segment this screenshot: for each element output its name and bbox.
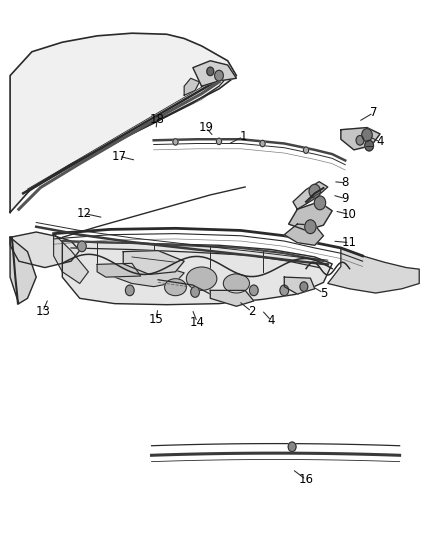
Ellipse shape: [223, 274, 250, 293]
Polygon shape: [10, 33, 237, 213]
Polygon shape: [123, 251, 184, 274]
Polygon shape: [293, 182, 328, 209]
Polygon shape: [97, 263, 141, 277]
Circle shape: [314, 196, 325, 210]
Circle shape: [78, 241, 86, 252]
Text: 11: 11: [342, 236, 357, 249]
Polygon shape: [184, 78, 199, 95]
Circle shape: [207, 67, 214, 76]
Circle shape: [362, 128, 372, 141]
Circle shape: [305, 220, 316, 233]
Text: 4: 4: [268, 314, 275, 327]
Circle shape: [260, 140, 265, 147]
Circle shape: [173, 139, 178, 145]
Polygon shape: [210, 290, 254, 306]
Text: 14: 14: [190, 316, 205, 329]
Text: 2: 2: [248, 305, 255, 318]
Text: 19: 19: [198, 121, 213, 134]
Text: 10: 10: [342, 208, 357, 221]
Circle shape: [250, 285, 258, 296]
Circle shape: [365, 140, 374, 151]
Polygon shape: [284, 224, 323, 245]
Circle shape: [216, 138, 222, 144]
Text: 15: 15: [148, 313, 163, 326]
Circle shape: [309, 184, 321, 198]
Circle shape: [304, 147, 309, 154]
Polygon shape: [193, 61, 237, 86]
Polygon shape: [328, 248, 419, 293]
Text: 8: 8: [342, 176, 349, 189]
Polygon shape: [289, 202, 332, 230]
Ellipse shape: [165, 279, 186, 296]
Text: 13: 13: [35, 305, 50, 318]
Circle shape: [125, 285, 134, 296]
Polygon shape: [115, 262, 184, 287]
Circle shape: [280, 285, 289, 296]
Polygon shape: [53, 233, 88, 284]
Text: 7: 7: [370, 106, 377, 119]
Text: 4: 4: [376, 135, 384, 148]
Text: 16: 16: [299, 473, 314, 486]
Ellipse shape: [186, 267, 217, 290]
Text: 12: 12: [77, 207, 92, 220]
Polygon shape: [341, 127, 380, 150]
Circle shape: [300, 282, 308, 292]
Circle shape: [356, 135, 364, 145]
Polygon shape: [10, 232, 80, 268]
Circle shape: [288, 442, 296, 451]
Polygon shape: [284, 277, 315, 294]
Circle shape: [191, 287, 199, 297]
Text: 18: 18: [150, 112, 165, 126]
Text: 17: 17: [111, 150, 127, 163]
Circle shape: [215, 70, 223, 81]
Polygon shape: [10, 237, 36, 304]
Text: 5: 5: [320, 287, 327, 300]
Text: 9: 9: [342, 192, 349, 205]
Polygon shape: [62, 241, 332, 305]
Text: 1: 1: [239, 130, 247, 143]
